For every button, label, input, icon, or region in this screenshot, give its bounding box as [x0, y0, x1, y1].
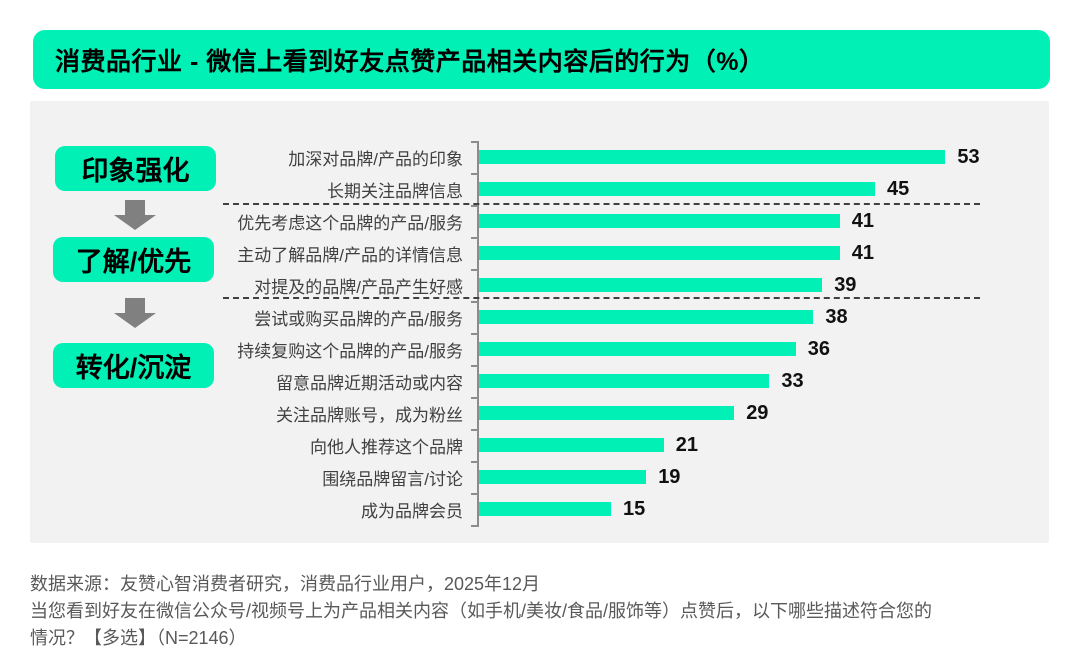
bar — [479, 278, 823, 292]
group-divider — [223, 297, 980, 299]
category-label: 尝试或购买品牌的产品/服务 — [254, 309, 463, 329]
bar-track: 39 — [479, 274, 856, 297]
chart-row: 优先考虑这个品牌的产品/服务 41 — [223, 205, 1013, 237]
category-label: 向他人推荐这个品牌 — [310, 437, 463, 457]
arrow-head — [114, 215, 156, 230]
stage-label-consideration: 了解/优先 — [53, 237, 214, 282]
category-label: 对提及的品牌/产品产生好感 — [254, 277, 463, 297]
bar-track: 41 — [479, 210, 874, 233]
bar-track: 29 — [479, 402, 768, 425]
bar-track: 21 — [479, 434, 698, 457]
y-axis-line — [477, 141, 479, 527]
category-label: 持续复购这个品牌的产品/服务 — [237, 341, 463, 361]
chart-row: 对提及的品牌/产品产生好感 39 — [223, 269, 1013, 301]
footnote: 数据来源：友赞心智消费者研究，消费品行业用户，2025年12月 当您看到好友在微… — [30, 571, 1045, 652]
bar-track: 45 — [479, 178, 909, 201]
value-label: 41 — [851, 209, 875, 232]
value-label: 21 — [675, 433, 699, 456]
bar — [479, 406, 735, 420]
survey-question-line1: 当您看到好友在微信公众号/视频号上为产品相关内容（如手机/美妆/食品/服饰等）点… — [30, 601, 932, 621]
value-label: 53 — [957, 145, 980, 168]
bar — [479, 502, 611, 516]
chart-panel: 印象强化 了解/优先 转化/沉淀 加深对品牌/产品的印象 53 长期关注品牌信息 — [30, 101, 1049, 543]
chart-row: 长期关注品牌信息 45 — [223, 173, 1013, 205]
value-label: 15 — [623, 497, 646, 520]
bar-track: 41 — [479, 242, 874, 265]
value-label: 19 — [658, 465, 681, 488]
chart-row: 围绕品牌留言/讨论 19 — [223, 461, 1013, 493]
chart-row: 持续复购这个品牌的产品/服务 36 — [223, 333, 1013, 365]
down-arrow-icon — [114, 298, 156, 328]
bar — [479, 150, 946, 164]
stage-label-impression: 印象强化 — [55, 146, 216, 191]
category-label: 成为品牌会员 — [361, 501, 463, 521]
down-arrow-icon — [114, 200, 156, 230]
group-divider — [223, 203, 980, 205]
chart-row: 成为品牌会员 15 — [223, 493, 1013, 525]
category-label: 围绕品牌留言/讨论 — [322, 469, 463, 489]
chart-row: 留意品牌近期活动或内容 33 — [223, 365, 1013, 397]
value-label: 33 — [781, 369, 804, 392]
bar-track: 15 — [479, 498, 645, 521]
category-label: 加深对品牌/产品的印象 — [288, 149, 463, 169]
category-label: 优先考虑这个品牌的产品/服务 — [237, 213, 463, 233]
value-label: 29 — [746, 401, 769, 424]
arrow-stem — [125, 298, 145, 313]
category-label: 留意品牌近期活动或内容 — [276, 373, 463, 393]
bar-track: 19 — [479, 466, 680, 489]
title-bar: 消费品行业 - 微信上看到好友点赞产品相关内容后的行为（%） — [33, 30, 1050, 89]
category-label: 主动了解品牌/产品的详情信息 — [237, 245, 463, 265]
category-label: 关注品牌账号，成为粉丝 — [276, 405, 463, 425]
bar-track: 36 — [479, 338, 830, 361]
chart-row: 主动了解品牌/产品的详情信息 41 — [223, 237, 1013, 269]
category-label: 长期关注品牌信息 — [327, 181, 463, 201]
survey-question-line2: 情况？【多选】（N=2146） — [30, 628, 247, 648]
page-title: 消费品行业 - 微信上看到好友点赞产品相关内容后的行为（%） — [55, 47, 765, 76]
chart-row: 尝试或购买品牌的产品/服务 38 — [223, 301, 1013, 333]
bar — [479, 470, 647, 484]
value-label: 36 — [807, 337, 831, 360]
value-label: 39 — [834, 273, 857, 296]
bar — [479, 246, 840, 260]
bar-chart: 加深对品牌/产品的印象 53 长期关注品牌信息 45 优先考虑这个品牌的产品/服… — [223, 141, 1013, 527]
bar — [479, 438, 664, 452]
data-source-note: 数据来源：友赞心智消费者研究，消费品行业用户，2025年12月 — [30, 574, 541, 594]
bar — [479, 342, 796, 356]
bar-track: 38 — [479, 306, 848, 329]
bar — [479, 182, 875, 196]
bar-track: 53 — [479, 146, 980, 169]
bar — [479, 310, 814, 324]
bar — [479, 214, 840, 228]
bar — [479, 374, 770, 388]
chart-row: 关注品牌账号，成为粉丝 29 — [223, 397, 1013, 429]
value-label: 41 — [851, 241, 875, 264]
value-label: 38 — [825, 305, 848, 328]
stage-label-conversion: 转化/沉淀 — [53, 343, 214, 388]
arrow-stem — [125, 200, 145, 215]
bar-track: 33 — [479, 370, 804, 393]
chart-row: 加深对品牌/产品的印象 53 — [223, 141, 1013, 173]
arrow-head — [114, 313, 156, 328]
value-label: 45 — [887, 177, 910, 200]
y-axis-ticks — [471, 141, 478, 527]
chart-row: 向他人推荐这个品牌 21 — [223, 429, 1013, 461]
